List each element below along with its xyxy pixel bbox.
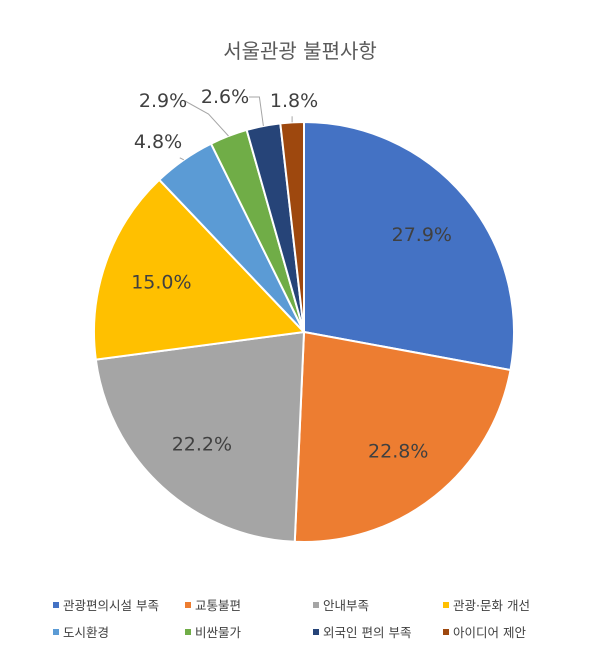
legend-swatch-1 bbox=[53, 602, 59, 608]
legend-swatch-2 bbox=[185, 602, 191, 608]
legend-swatch-3 bbox=[313, 602, 319, 608]
slice-8-wedge bbox=[279, 120, 305, 333]
slice-3-label: 22.2% bbox=[172, 434, 232, 456]
legend-item-5: 도시환경 bbox=[53, 625, 109, 640]
slice-4-wedge bbox=[93, 178, 305, 361]
pie-slices bbox=[93, 120, 515, 543]
legend-swatch-6 bbox=[185, 629, 191, 635]
legend-label-3: 안내부족 bbox=[323, 598, 369, 613]
legend-item-7: 외국인 편의 부족 bbox=[313, 625, 411, 640]
legend-item-1: 관광편의시설 부족 bbox=[53, 598, 159, 613]
slice-5-leader-line bbox=[179, 157, 185, 161]
legend-swatch-4 bbox=[443, 602, 449, 608]
slice-6-label: 2.9% bbox=[139, 90, 187, 112]
legend-label-5: 도시환경 bbox=[63, 625, 109, 640]
legend-item-3: 안내부족 bbox=[313, 598, 369, 613]
legend-label-7: 외국인 편의 부족 bbox=[323, 625, 411, 640]
legend-label-1: 관광편의시설 부족 bbox=[63, 598, 159, 613]
legend-swatch-8 bbox=[443, 629, 449, 635]
legend-label-8: 아이디어 제안 bbox=[453, 625, 526, 640]
legend-label-6: 비싼물가 bbox=[195, 625, 242, 640]
slice-1-wedge bbox=[303, 121, 515, 372]
data-labels: 27.9% 22.8% 22.2% 15.0% 4.8% 2.9% 2.6% 1.8% bbox=[131, 86, 452, 462]
legend-item-2: 교통불편 bbox=[185, 598, 241, 613]
legend-label-2: 교통불편 bbox=[195, 598, 241, 613]
slice-5-label: 4.8% bbox=[134, 131, 182, 153]
legend-item-4: 관광·문화 개선 bbox=[443, 598, 530, 613]
legend-swatch-5 bbox=[53, 629, 59, 635]
slice-8-label: 1.8% bbox=[270, 90, 318, 112]
slice-1-label: 27.9% bbox=[392, 224, 452, 246]
slice-2-label: 22.8% bbox=[368, 440, 428, 462]
slice-7-leader-line bbox=[249, 96, 264, 127]
slice-7-label: 2.6% bbox=[201, 86, 249, 108]
slice-6-leader-line bbox=[184, 100, 229, 137]
legend-item-6: 비싼물가 bbox=[185, 625, 242, 640]
leader-lines bbox=[179, 96, 293, 161]
chart-title: 서울관광 불편사항 bbox=[223, 39, 377, 63]
slice-2-wedge bbox=[293, 331, 512, 543]
slice-4-label: 15.0% bbox=[131, 272, 191, 294]
legend-swatch-7 bbox=[313, 629, 319, 635]
legend-label-4: 관광·문화 개선 bbox=[453, 598, 530, 613]
slice-3-wedge bbox=[94, 331, 305, 543]
legend-item-8: 아이디어 제안 bbox=[443, 625, 526, 640]
